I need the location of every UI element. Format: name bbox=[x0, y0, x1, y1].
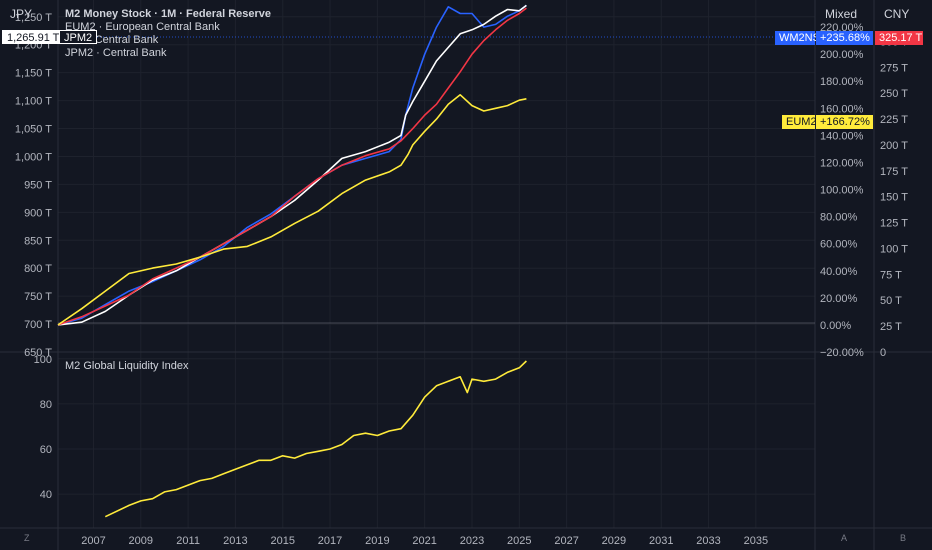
left-axis-tick: 650 T bbox=[24, 347, 52, 359]
jpm2-symbol-tag: JPM2 bbox=[59, 30, 98, 44]
right-axis-tick: 100 T bbox=[880, 243, 908, 255]
mid-axis-tick: 100.00% bbox=[820, 185, 864, 197]
x-tick-label: 2019 bbox=[365, 535, 389, 547]
mid-axis-tick: 120.00% bbox=[820, 157, 864, 169]
bottom-panel-title: M2 Global Liquidity Index bbox=[65, 360, 189, 372]
x-tick-label: 2015 bbox=[270, 535, 294, 547]
legend-series-jpm2[interactable]: JPM2 · Central Bank bbox=[65, 47, 167, 59]
mid-axis-tick: 140.00% bbox=[820, 130, 864, 142]
mid-axis-tick: 20.00% bbox=[820, 293, 858, 305]
x-tick-label: 2029 bbox=[602, 535, 626, 547]
axes: 2007 2009 2011 2013 2015 2017 2019 2021 2023 2025… bbox=[15, 12, 908, 547]
right-axis-tick: 275 T bbox=[880, 62, 908, 74]
right-axis-tick: 175 T bbox=[880, 166, 908, 178]
mid-axis-tick: 0.00% bbox=[820, 320, 851, 332]
bottom-axis-tick: 60 bbox=[40, 444, 52, 456]
mid-axis-tick: 160.00% bbox=[820, 103, 864, 115]
mid-axis-tick: 80.00% bbox=[820, 212, 858, 224]
x-tick-label: 2023 bbox=[460, 535, 484, 547]
legend-series-china[interactable]: · Central Bank bbox=[88, 34, 159, 46]
left-axis-tick: 850 T bbox=[24, 235, 52, 247]
left-unit-label[interactable]: JPY bbox=[10, 7, 33, 21]
left-axis-tick: 1,150 T bbox=[15, 68, 52, 80]
left-axis-tick: 700 T bbox=[24, 319, 52, 331]
mid-axis-tick: 60.00% bbox=[820, 239, 858, 251]
left-axis-tick: 1,100 T bbox=[15, 96, 52, 108]
left-axis-tick: 1,000 T bbox=[15, 151, 52, 163]
left-axis-tick: 1,050 T bbox=[15, 124, 52, 136]
mid-axis-tick: 200.00% bbox=[820, 49, 864, 61]
right-axis-tick: 50 T bbox=[880, 295, 902, 307]
series-line-eum2 bbox=[57, 94, 527, 326]
x-tick-label: 2025 bbox=[507, 535, 531, 547]
wm2ns-value-tag: +235.68% bbox=[816, 31, 873, 45]
x-tick-label: 2035 bbox=[744, 535, 768, 547]
eum2-value-tag: +166.72% bbox=[816, 115, 873, 129]
right-axis-tick: 250 T bbox=[880, 88, 908, 100]
x-tick-label: 2027 bbox=[554, 535, 578, 547]
left-axis-tick: 1,250 T bbox=[15, 12, 52, 24]
series-line-liquidity-index bbox=[104, 360, 527, 518]
series bbox=[57, 4, 527, 326]
right-axis-tick: 225 T bbox=[880, 114, 908, 126]
bottom-axis-tick: 40 bbox=[40, 489, 52, 501]
mid-axis-tick: 40.00% bbox=[820, 266, 858, 278]
footer-left-letter[interactable]: Z bbox=[24, 533, 30, 543]
left-axis-tick: 950 T bbox=[24, 179, 52, 191]
bottom-axis-tick: 80 bbox=[40, 399, 52, 411]
x-tick-label: 2031 bbox=[649, 535, 673, 547]
right-axis-tick: 150 T bbox=[880, 192, 908, 204]
mid-axis-tick: 180.00% bbox=[820, 76, 864, 88]
footer-right-letter[interactable]: B bbox=[900, 533, 907, 543]
cny-value-tag: 325.17 T bbox=[875, 31, 923, 45]
x-tick-label: 2011 bbox=[176, 535, 200, 547]
left-axis-tick: 800 T bbox=[24, 263, 52, 275]
right-axis-tick: 25 T bbox=[880, 321, 902, 333]
mid-axis-tick: −20.00% bbox=[820, 347, 864, 359]
x-tick-label: 2021 bbox=[412, 535, 436, 547]
mid-unit-label[interactable]: Mixed bbox=[825, 7, 858, 21]
x-tick-label: 2013 bbox=[223, 535, 247, 547]
jpy-last-value-tag: 1,265.91 T bbox=[2, 30, 65, 44]
right-axis-tick: 0 bbox=[880, 347, 886, 359]
legend-series-eum2[interactable]: EUM2 · European Central Bank bbox=[65, 21, 220, 33]
x-tick-label: 2017 bbox=[318, 535, 342, 547]
x-tick-label: 2033 bbox=[696, 535, 720, 547]
eum2-symbol-tag: EUM2 bbox=[782, 115, 817, 129]
left-axis-tick: 750 T bbox=[24, 291, 52, 303]
footer-mid-letter[interactable]: A bbox=[841, 533, 848, 543]
wm2ns-symbol-tag: WM2NS bbox=[775, 31, 820, 45]
right-axis-tick: 75 T bbox=[880, 269, 902, 281]
grid bbox=[58, 0, 815, 528]
series-line-china-m2 bbox=[57, 7, 527, 326]
x-tick-label: 2007 bbox=[81, 535, 105, 547]
right-axis-tick: 200 T bbox=[880, 140, 908, 152]
legend-series-wm2ns[interactable]: M2 Money Stock · 1M · Federal Reserve bbox=[65, 8, 272, 20]
bottom-axis-tick: 100 bbox=[34, 354, 52, 366]
right-unit-label[interactable]: CNY bbox=[884, 7, 910, 21]
x-tick-label: 2009 bbox=[129, 535, 153, 547]
right-axis-tick: 125 T bbox=[880, 218, 908, 230]
series-line-wm2ns bbox=[57, 4, 527, 326]
left-axis-tick: 900 T bbox=[24, 207, 52, 219]
bottom-series bbox=[104, 360, 527, 518]
